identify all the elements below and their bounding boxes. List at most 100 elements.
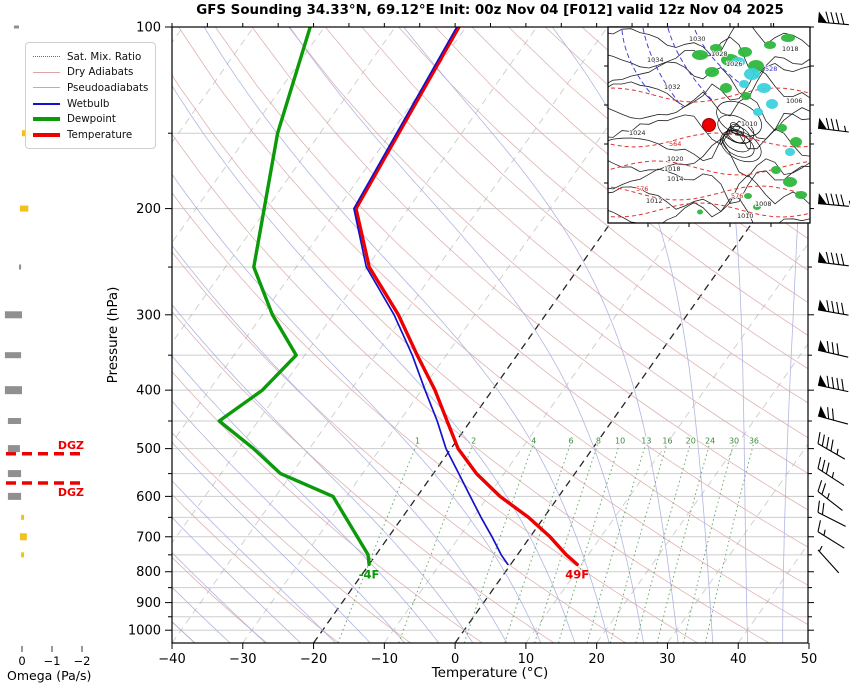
legend-line-sample bbox=[33, 132, 60, 137]
omega-tick-label: −1 bbox=[44, 654, 61, 668]
temperature-axis-label: Temperature (°C) bbox=[431, 665, 549, 681]
mixing-ratio-label: 6 bbox=[568, 436, 573, 445]
inset-contour-label: 528 bbox=[765, 65, 777, 73]
inset-contour-label: 1030 bbox=[689, 35, 706, 43]
omega-bar bbox=[4, 386, 23, 395]
legend-label: Pseudoadiabats bbox=[67, 81, 149, 94]
surface-value-labels: -4F 49F bbox=[359, 567, 589, 581]
inset-contour-label: 1024 bbox=[629, 129, 646, 137]
mixing-ratio-label: 2 bbox=[471, 436, 476, 445]
legend-label: Dewpoint bbox=[67, 113, 116, 126]
mixing-ratio-label: 13 bbox=[641, 436, 651, 445]
legend-line-sample bbox=[33, 117, 60, 122]
temperature-tick-label: −40 bbox=[158, 652, 185, 667]
pressure-axis: 100 200 300 400 500 600 700 800 900 1000 bbox=[128, 21, 814, 639]
inset-contour-label: 1012 bbox=[646, 197, 663, 205]
inset-contour-label: 564 bbox=[669, 140, 681, 148]
sounding-curves bbox=[217, 27, 579, 567]
pressure-tick-label: 800 bbox=[136, 565, 161, 580]
legend-line-sample bbox=[33, 56, 60, 58]
surface-label: -4F bbox=[359, 567, 380, 581]
legend-item-dewpoint: Dewpoint bbox=[33, 111, 149, 127]
omega-bar bbox=[7, 492, 22, 500]
inset-contour-label: 1008 bbox=[755, 200, 772, 208]
omega-bar bbox=[19, 533, 27, 541]
pressure-tick-label: 500 bbox=[136, 442, 161, 457]
pressure-tick-label: 400 bbox=[136, 384, 161, 399]
legend-label: Dry Adiabats bbox=[67, 66, 134, 79]
dgz-label: DGZ bbox=[58, 486, 84, 499]
pressure-axis-label: Pressure (hPa) bbox=[105, 286, 121, 384]
inset-contour-label: 1032 bbox=[664, 83, 681, 91]
mixing-ratio-lines: 1 2 4 6 8 10 13 16 20 24 30 36 bbox=[337, 435, 760, 643]
inset-contour-label: 1018 bbox=[782, 45, 799, 53]
legend-item-pseudoadiabats: Pseudoadiabats bbox=[33, 80, 149, 96]
omega-bar bbox=[7, 445, 20, 453]
legend-item-temperature: Temperature bbox=[33, 127, 149, 143]
inset-contour-label: 1034 bbox=[647, 56, 664, 64]
mixing-ratio-label: 36 bbox=[749, 436, 759, 445]
chart-title: GFS Sounding 34.33°N, 69.12°E Init: 00z … bbox=[196, 3, 784, 18]
inset-contour-label: 576 bbox=[636, 185, 648, 193]
pressure-tick-label: 100 bbox=[136, 21, 161, 36]
wind-barbs bbox=[817, 11, 850, 574]
omega-bar bbox=[21, 514, 25, 520]
surface-label: 49F bbox=[565, 567, 589, 581]
temperature-tick-label: −30 bbox=[229, 652, 256, 667]
temperature-tick-label: −10 bbox=[371, 652, 398, 667]
omega-tick-label: −2 bbox=[74, 654, 91, 668]
dry-adiabat-lines bbox=[172, 27, 808, 643]
inset-contour-label: 1018 bbox=[664, 165, 681, 173]
dgz-label: DGZ bbox=[58, 439, 84, 452]
pressure-tick-label: 200 bbox=[136, 202, 161, 217]
temperature-tick-label: 30 bbox=[659, 652, 676, 667]
legend-item-dry-adiabats: Dry Adiabats bbox=[33, 65, 149, 81]
isotherm-lines bbox=[172, 27, 808, 643]
inset-contour-label: 1026 bbox=[726, 60, 743, 68]
legend: Sat. Mix. Ratio Dry Adiabats Pseudoadiabat… bbox=[25, 42, 156, 149]
mixing-ratio-label: 30 bbox=[729, 436, 739, 445]
inset-contour-label: 1028 bbox=[711, 50, 728, 58]
omega-axis-label: Omega (Pa/s) bbox=[7, 668, 92, 683]
omega-bar bbox=[19, 205, 29, 212]
inset-contour-label: 1014 bbox=[667, 175, 684, 183]
omega-bar bbox=[19, 264, 22, 270]
legend-line-sample bbox=[33, 71, 60, 73]
temperature-tick-label: 40 bbox=[730, 652, 747, 667]
inset-map-labels: 1030 1028 1026 1034 1032 1018 1006 1010 1024 1020… bbox=[628, 34, 803, 221]
omega-bar bbox=[7, 470, 22, 478]
legend-line-sample bbox=[33, 87, 60, 89]
omega-bar bbox=[7, 418, 22, 425]
inset-contour-label: 1010 bbox=[741, 120, 758, 128]
omega-tick-label: 0 bbox=[18, 654, 25, 668]
omega-bar bbox=[4, 352, 22, 359]
inset-contour-label: 1010 bbox=[737, 212, 754, 220]
temperature-tick-label: 10 bbox=[518, 652, 535, 667]
mixing-ratio-label: 4 bbox=[531, 436, 536, 445]
temperature-tick-label: 50 bbox=[801, 652, 818, 667]
inset-map: 1030 1028 1026 1034 1032 1018 1006 1010 1024 1020… bbox=[604, 23, 814, 227]
temperature-tick-label: 0 bbox=[451, 652, 459, 667]
pseudoadiabat-lines bbox=[172, 27, 804, 643]
legend-label: Wetbulb bbox=[67, 97, 110, 110]
temperature-tick-label: −20 bbox=[300, 652, 327, 667]
pressure-tick-label: 700 bbox=[136, 530, 161, 545]
legend-label: Sat. Mix. Ratio bbox=[67, 50, 142, 63]
legend-line-sample bbox=[33, 102, 60, 105]
dgz-markers: DGZ DGZ bbox=[6, 439, 86, 499]
pressure-tick-label: 1000 bbox=[128, 624, 161, 639]
legend-label: Temperature bbox=[67, 128, 133, 141]
mixing-ratio-label: 10 bbox=[615, 436, 625, 445]
mixing-ratio-label: 24 bbox=[705, 436, 715, 445]
omega-bar bbox=[21, 552, 25, 558]
omega-bar bbox=[4, 311, 23, 319]
inset-contour-label: 1006 bbox=[786, 97, 803, 105]
pressure-tick-label: 300 bbox=[136, 308, 161, 323]
temperature-axis: −40 −30 −20 −10 0 10 20 30 40 50 bbox=[158, 23, 817, 667]
inset-map-contours bbox=[608, 27, 810, 223]
temperature-tick-label: 20 bbox=[588, 652, 605, 667]
wetbulb-curve bbox=[353, 27, 509, 566]
mixing-ratio-label: 20 bbox=[686, 436, 696, 445]
pressure-tick-label: 600 bbox=[136, 490, 161, 505]
